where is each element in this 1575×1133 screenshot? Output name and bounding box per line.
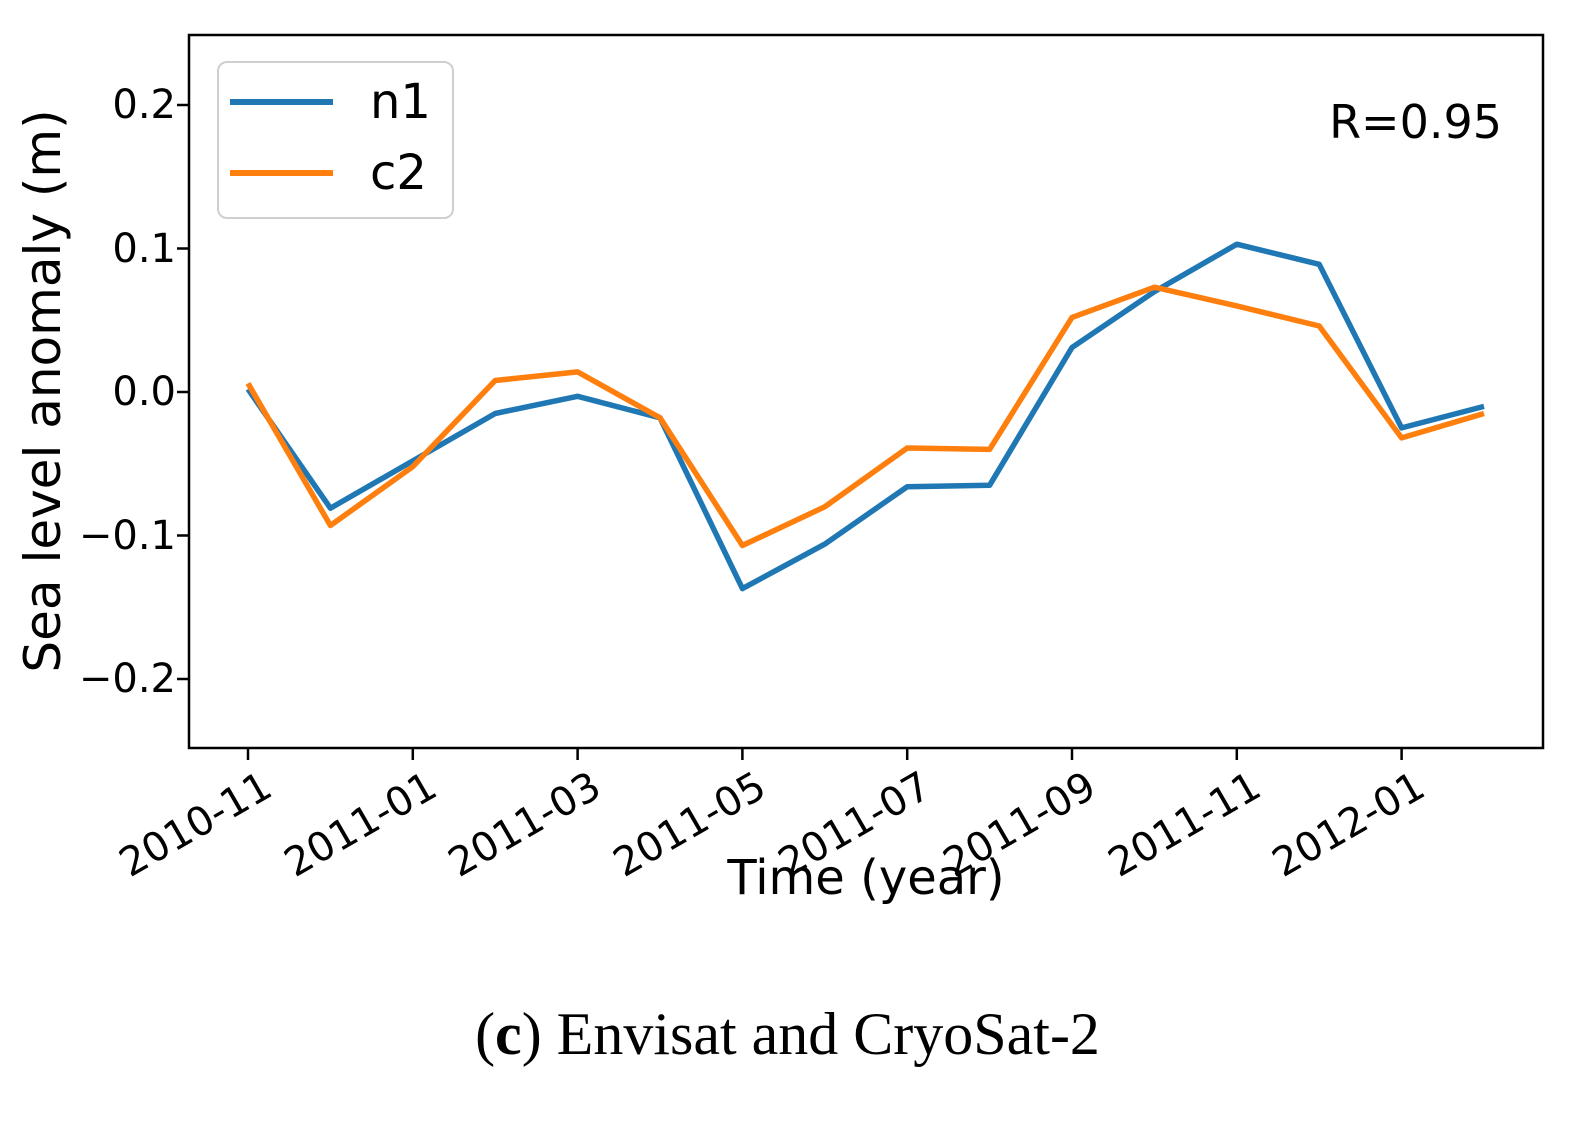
x-axis-label: Time (year) (727, 850, 1005, 906)
correlation-annotation: R=0.95 (1329, 95, 1502, 149)
caption-close-paren: ) (521, 1001, 542, 1067)
y-tick-label: 0.1 (112, 225, 176, 272)
caption-letter: c (495, 1001, 522, 1067)
legend-label-c2: c2 (370, 145, 427, 201)
y-tick-label: 0.0 (112, 369, 176, 415)
legend-label-n1: n1 (370, 74, 431, 130)
figure-caption: (c) Envisat and CryoSat-2 (0, 1000, 1575, 1069)
y-axis-label: Sea level anomaly (m) (14, 109, 72, 673)
series-line-n1 (245, 241, 1485, 592)
legend: n1 c2 (217, 61, 454, 219)
y-tick-label: 0.2 (112, 82, 176, 128)
caption-text: Envisat and CryoSat-2 (541, 1001, 1100, 1067)
legend-line-swatch-c2 (230, 170, 333, 176)
caption-open-paren: ( (475, 1001, 496, 1067)
series-line-c2 (245, 284, 1485, 549)
y-tick-label: −0.2 (78, 656, 176, 702)
plot-frame (187, 33, 1545, 750)
y-tick-label: −0.1 (78, 512, 176, 559)
legend-line-swatch-n1 (230, 99, 333, 105)
